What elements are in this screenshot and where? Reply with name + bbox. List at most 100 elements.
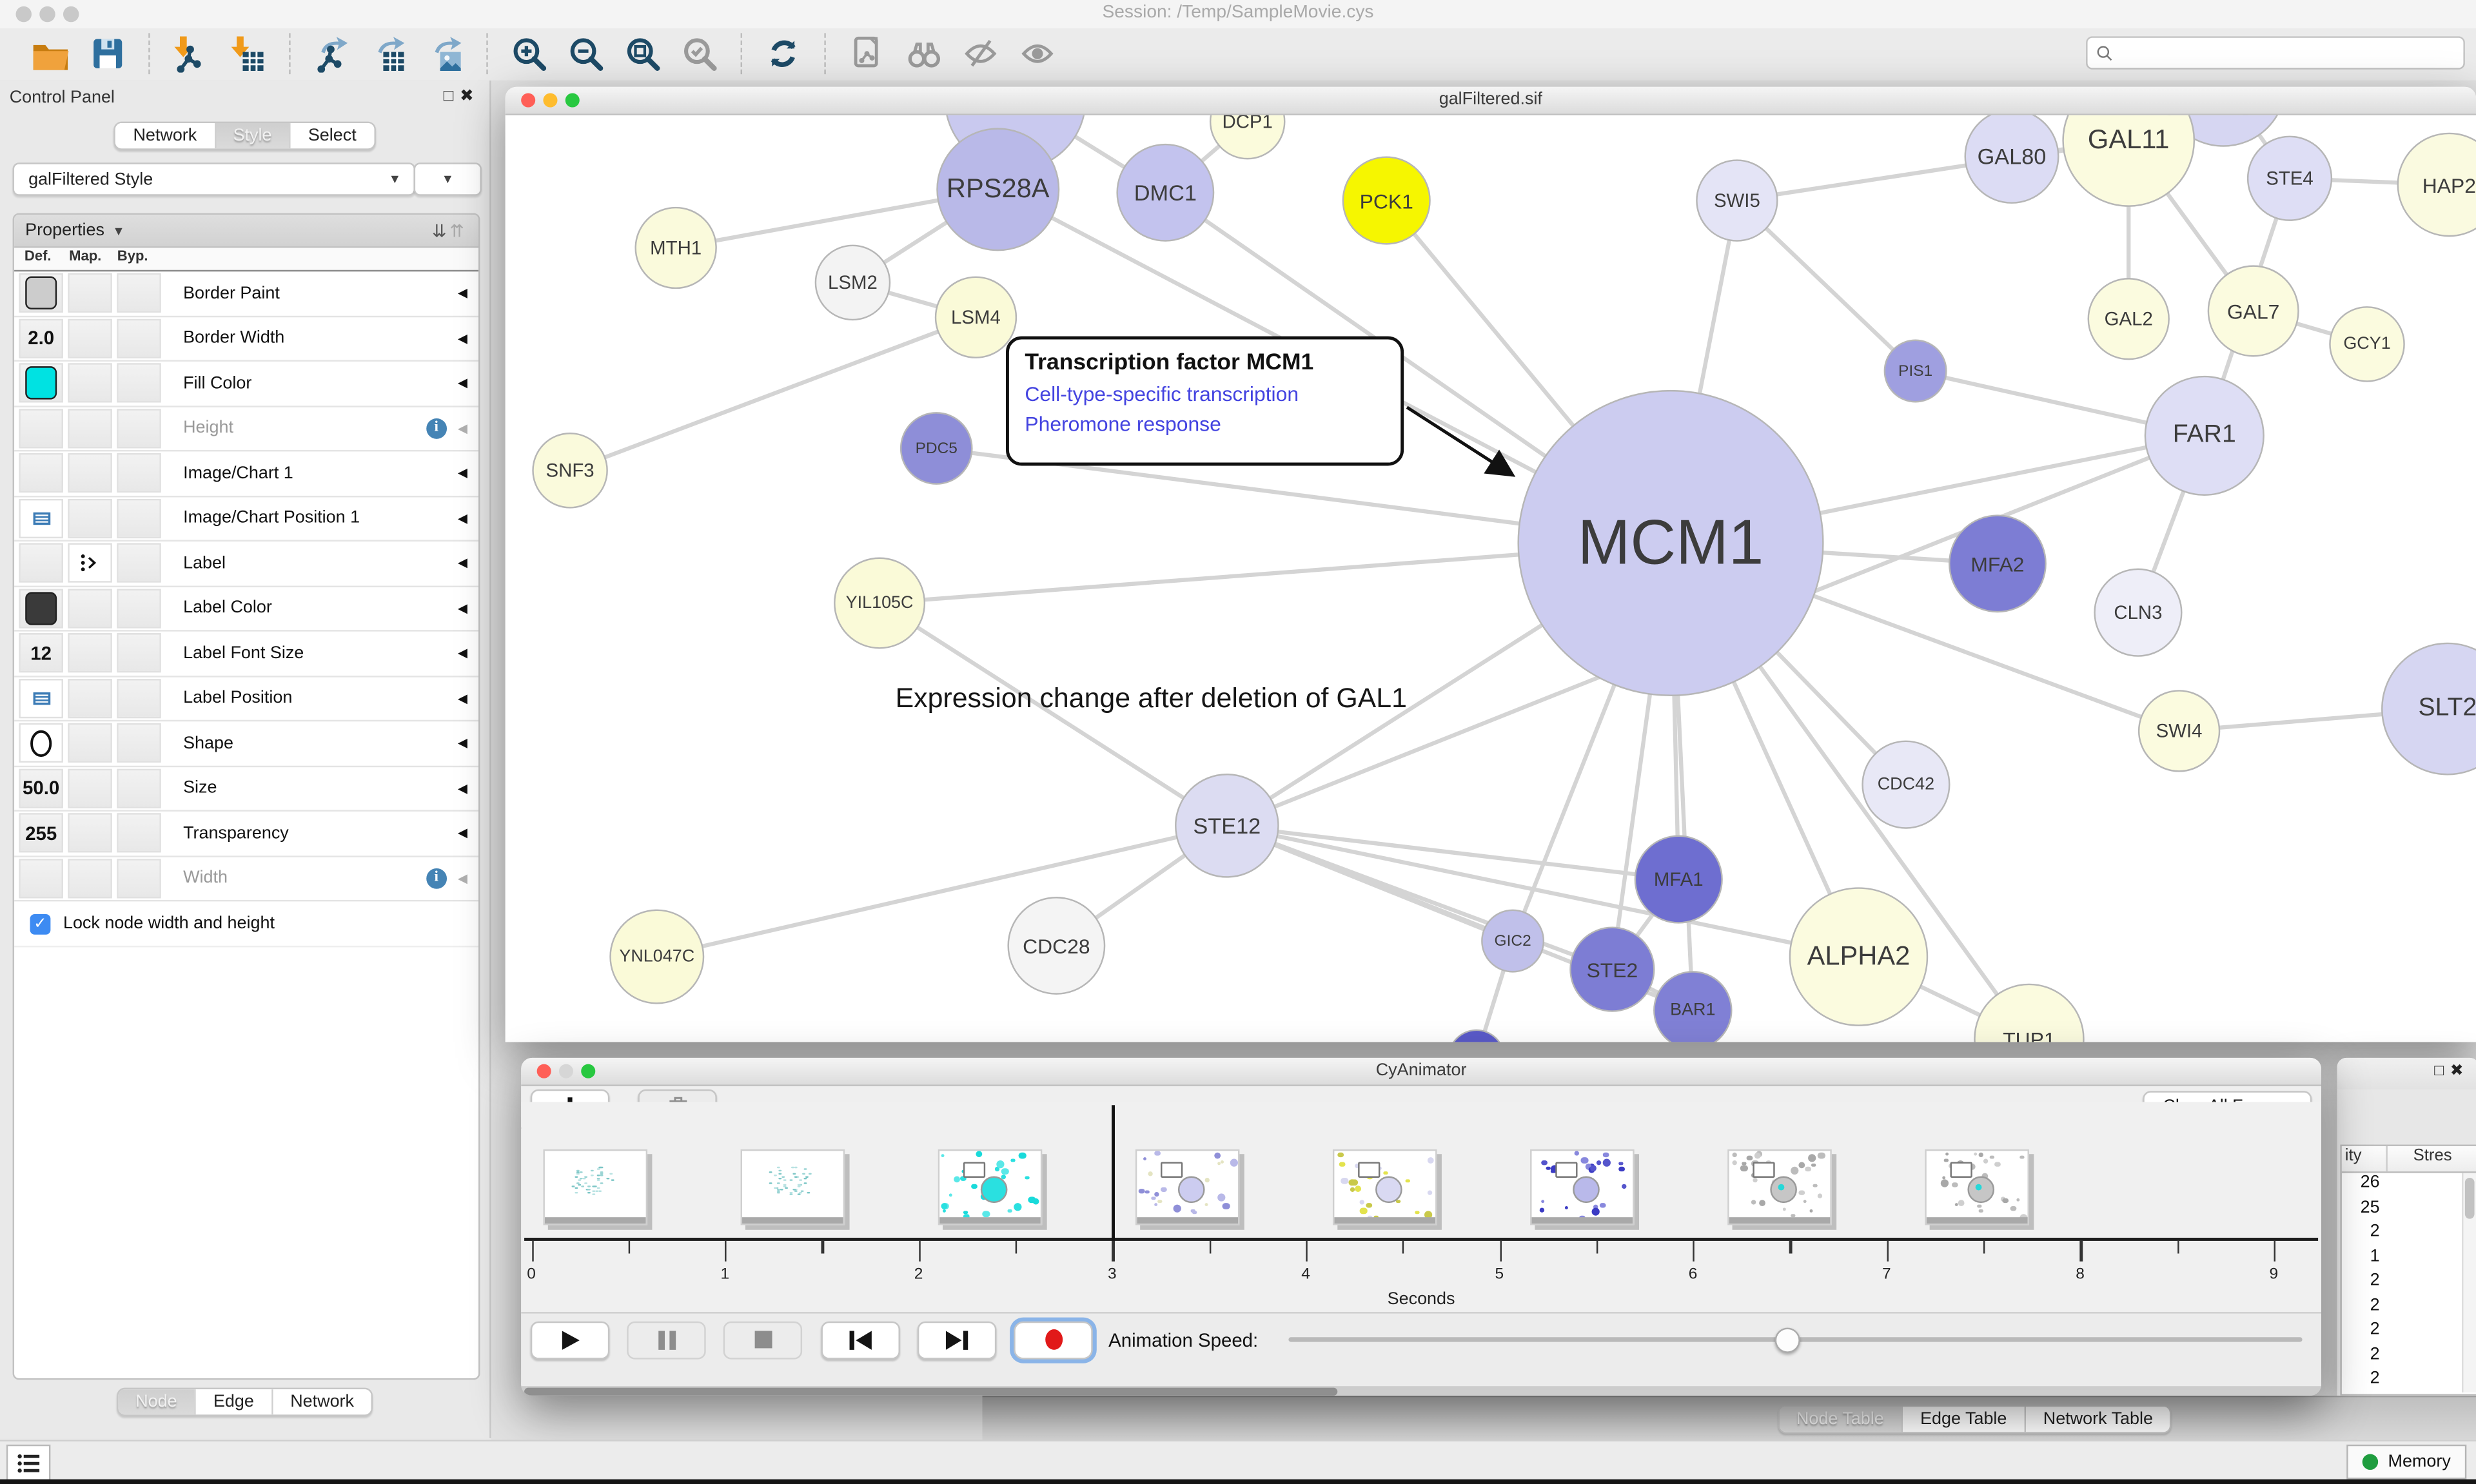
network-edge[interactable] <box>1226 823 1679 882</box>
tab-node[interactable]: Node <box>118 1389 196 1415</box>
export-table-icon[interactable] <box>368 33 409 74</box>
property-row-image-chart-position-1[interactable]: Image/Chart Position 1 ◀ <box>14 496 479 542</box>
property-value-cell[interactable]: 50.0 <box>19 768 63 808</box>
network-node-swi5[interactable]: SWI5 <box>1696 159 1778 242</box>
property-value-cell[interactable] <box>68 498 112 538</box>
property-row-label[interactable]: Label ◀ <box>14 542 479 587</box>
expand-row-icon[interactable]: ◀ <box>457 736 467 750</box>
property-value-cell[interactable] <box>19 543 63 583</box>
tab-network[interactable]: Network <box>115 123 216 149</box>
property-value-cell[interactable] <box>117 678 161 718</box>
network-node-ste12[interactable]: STE12 <box>1175 774 1279 878</box>
animation-speed-slider[interactable] <box>1288 1327 2303 1353</box>
zoom-in-icon[interactable] <box>509 33 550 74</box>
properties-header[interactable]: Properties ▼ ⇊⇈ <box>14 215 479 248</box>
property-value-cell[interactable] <box>68 318 112 358</box>
table-column-header[interactable]: Stres <box>2413 1146 2452 1166</box>
network-node-pdc5[interactable]: PDC5 <box>899 412 973 485</box>
property-value-cell[interactable]: 2.0 <box>19 318 63 358</box>
expand-row-icon[interactable]: ◀ <box>457 871 467 886</box>
property-value-cell[interactable] <box>68 588 112 629</box>
expand-row-icon[interactable]: ◀ <box>457 466 467 481</box>
animation-frame-6[interactable] <box>1727 1148 1832 1225</box>
property-value-cell[interactable] <box>68 678 112 718</box>
property-value-cell[interactable] <box>68 633 112 673</box>
property-row-width[interactable]: Width i ◀ <box>14 857 479 902</box>
expand-row-icon[interactable]: ◀ <box>457 286 467 300</box>
table-row[interactable]: 26 <box>2360 1173 2380 1192</box>
property-value-cell[interactable] <box>68 768 112 808</box>
minimize-window-icon[interactable] <box>558 1064 573 1079</box>
collapse-all-icon[interactable]: ⇈ <box>449 222 467 241</box>
property-value-cell[interactable] <box>117 453 161 493</box>
network-node-dmc1[interactable]: DMC1 <box>1116 143 1215 242</box>
style-selector[interactable]: galFiltered Style ▼ <box>12 162 416 196</box>
hide-details-icon[interactable] <box>960 33 1001 74</box>
property-value-cell[interactable] <box>68 723 112 763</box>
expand-row-icon[interactable]: ◀ <box>457 781 467 796</box>
network-node-yil105c[interactable]: YIL105C <box>834 557 926 649</box>
property-value-cell[interactable] <box>19 453 63 493</box>
property-value-cell[interactable] <box>68 858 112 898</box>
previous-frame-button[interactable] <box>821 1320 900 1359</box>
annotation-link[interactable]: Cell-type-specific transcription <box>1025 382 1299 406</box>
table-row[interactable]: 2 <box>2370 1320 2380 1339</box>
property-value-cell[interactable] <box>117 723 161 763</box>
property-value-cell[interactable] <box>19 408 63 448</box>
search-box[interactable] <box>2086 36 2465 70</box>
tab-node-table[interactable]: Node Table <box>1779 1407 1903 1432</box>
expand-all-icon[interactable]: ⇊ <box>431 222 450 241</box>
position-icon[interactable] <box>19 498 63 538</box>
tab-edge[interactable]: Edge <box>195 1389 273 1415</box>
expand-row-icon[interactable]: ◀ <box>457 691 467 706</box>
network-node-lsm2[interactable]: LSM2 <box>814 244 891 321</box>
network-edge[interactable] <box>569 315 977 473</box>
property-value-cell[interactable] <box>19 273 63 313</box>
property-value-cell[interactable] <box>117 543 161 583</box>
property-value-cell[interactable] <box>117 273 161 313</box>
zoom-window-icon[interactable] <box>581 1064 596 1079</box>
property-value-cell[interactable] <box>117 408 161 448</box>
import-table-icon[interactable] <box>228 33 269 74</box>
property-value-cell[interactable] <box>68 453 112 493</box>
open-folder-icon[interactable] <box>30 33 72 74</box>
annotation-box[interactable]: Transcription factor MCM1 Cell-type-spec… <box>1006 336 1404 465</box>
mapping-icon[interactable] <box>68 543 112 583</box>
expand-row-icon[interactable]: ◀ <box>457 826 467 841</box>
export-network-icon[interactable] <box>311 33 352 74</box>
property-row-fill-color[interactable]: Fill Color ◀ <box>14 362 479 407</box>
animation-frame-7[interactable] <box>1925 1148 2029 1225</box>
property-value-cell[interactable] <box>117 813 161 854</box>
open-session-file-icon[interactable] <box>847 33 888 74</box>
pause-button[interactable] <box>627 1320 706 1359</box>
property-row-height[interactable]: Height i ◀ <box>14 407 479 452</box>
network-node-cdc28[interactable]: CDC28 <box>1007 897 1106 995</box>
network-window-titlebar[interactable]: galFiltered.sif <box>505 86 2476 115</box>
property-value-cell[interactable] <box>68 813 112 854</box>
property-row-label-color[interactable]: Label Color ◀ <box>14 587 479 632</box>
lock-size-checkbox[interactable]: ✓ <box>30 913 51 934</box>
window-minimize-icon[interactable] <box>39 6 55 23</box>
expand-row-icon[interactable]: ◀ <box>457 331 467 346</box>
property-row-transparency[interactable]: 255 Transparency ◀ <box>14 812 479 857</box>
next-frame-button[interactable] <box>917 1320 997 1359</box>
network-node-bar1[interactable]: BAR1 <box>1653 971 1733 1042</box>
table-row[interactable]: 2 <box>2370 1271 2380 1290</box>
record-button[interactable] <box>1014 1320 1093 1359</box>
network-canvas[interactable]: RPS28BDCP1RPS28ADMC1PCK1MTH1LSM2LSM4SWI5… <box>505 115 2476 1042</box>
close-window-icon[interactable] <box>521 93 536 108</box>
network-node-mth1[interactable]: MTH1 <box>634 206 717 289</box>
network-node-gic2[interactable]: GIC2 <box>1481 909 1545 973</box>
refresh-layout-icon[interactable] <box>763 33 804 74</box>
table-row[interactable]: 25 <box>2360 1197 2380 1216</box>
property-value-cell[interactable] <box>117 498 161 538</box>
property-row-border-width[interactable]: 2.0 Border Width ◀ <box>14 317 479 362</box>
slider-thumb[interactable] <box>1774 1327 1800 1353</box>
expand-row-icon[interactable]: ◀ <box>457 421 467 436</box>
network-node-hap2[interactable]: HAP2 <box>2397 132 2476 237</box>
expand-row-icon[interactable]: ◀ <box>457 511 467 525</box>
tab-select[interactable]: Select <box>290 123 374 149</box>
network-node-pis1[interactable]: PIS1 <box>1883 339 1947 403</box>
expand-row-icon[interactable]: ◀ <box>457 556 467 571</box>
network-edge[interactable] <box>1226 823 1860 959</box>
